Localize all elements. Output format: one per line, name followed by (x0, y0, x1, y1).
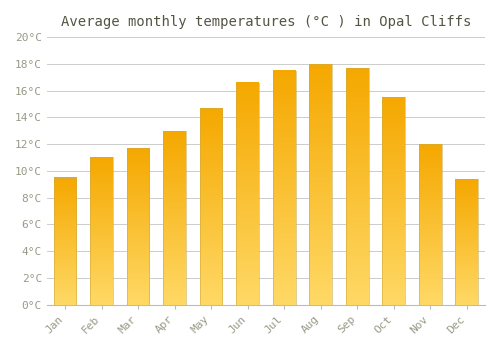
Title: Average monthly temperatures (°C ) in Opal Cliffs: Average monthly temperatures (°C ) in Op… (60, 15, 471, 29)
Bar (456, 179, 478, 304)
Bar (419, 144, 442, 304)
Bar (127, 148, 150, 304)
Bar (273, 71, 295, 304)
Bar (382, 97, 405, 304)
Bar (236, 83, 259, 304)
Bar (54, 177, 76, 304)
Bar (346, 68, 368, 304)
Bar (200, 108, 222, 304)
Bar (164, 131, 186, 304)
Bar (310, 64, 332, 304)
Bar (90, 158, 113, 304)
